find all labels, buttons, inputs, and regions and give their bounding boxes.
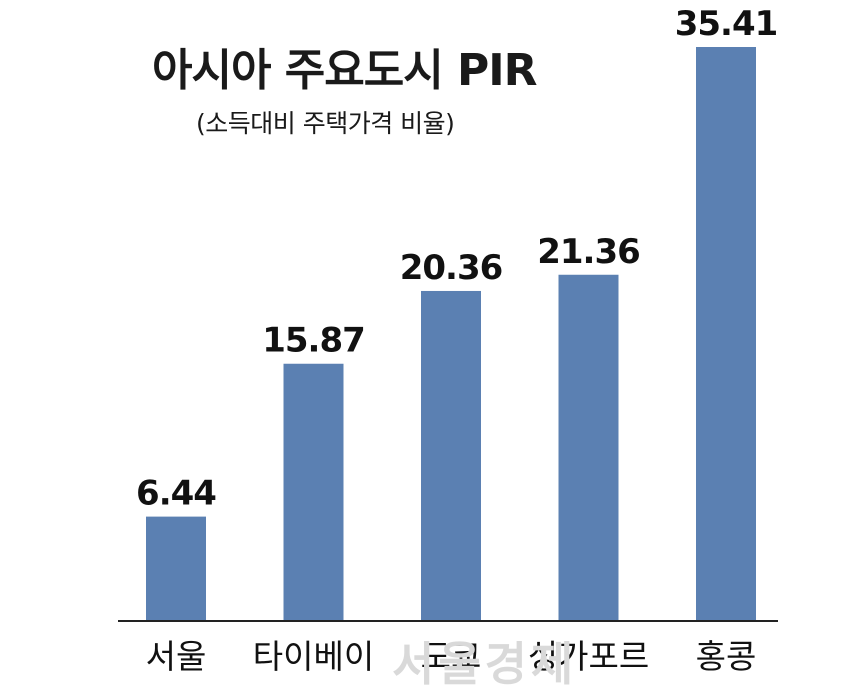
value-label-4: 35.41 — [675, 4, 778, 44]
category-label-2: 도쿄 — [421, 637, 482, 676]
bar-3 — [558, 274, 619, 621]
category-label-4: 홍콩 — [696, 637, 757, 676]
category-label-3: 싱가포르 — [528, 637, 649, 676]
value-label-1: 15.87 — [262, 321, 365, 361]
category-labels-layer: 서울 타이베이 도쿄 싱가포르 홍콩 — [146, 637, 757, 676]
bar-0 — [146, 516, 206, 621]
chart-subtitle: (소득대비 주택가격 비율) — [196, 109, 455, 138]
value-labels-layer: 6.44 15.87 20.36 21.36 35.41 — [136, 4, 778, 514]
category-label-1: 타이베이 — [253, 637, 374, 676]
value-label-3: 21.36 — [537, 232, 640, 272]
bar-4 — [696, 47, 756, 621]
value-label-0: 6.44 — [136, 474, 216, 514]
chart-title: 아시아 주요도시 PIR — [152, 45, 537, 96]
bar-2 — [421, 290, 481, 621]
category-label-0: 서울 — [146, 637, 207, 676]
value-label-2: 20.36 — [400, 248, 503, 288]
bars-layer — [146, 47, 756, 621]
watermark-logo: 서울경제 — [392, 637, 578, 691]
bar-1 — [283, 363, 344, 621]
